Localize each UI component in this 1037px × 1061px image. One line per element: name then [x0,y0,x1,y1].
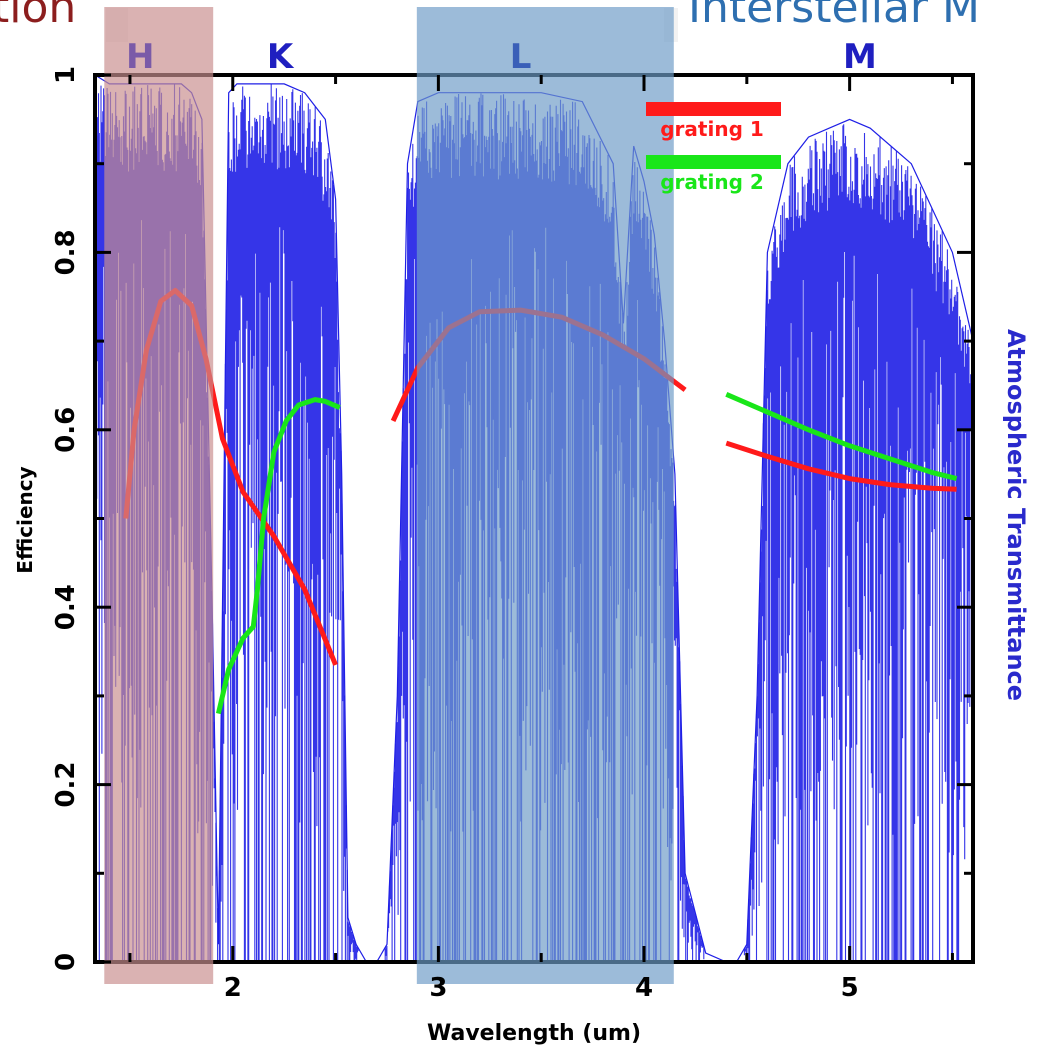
x-tick-label: 3 [429,973,447,1003]
legend-grating-1-label: grating 1 [660,117,764,141]
legend-grating-2-label: grating 2 [660,170,764,194]
band-box-h [104,7,214,984]
legend: grating 1 grating 2 [646,102,781,194]
band-box-l [416,7,674,984]
y-axis-label-right: Atmospheric Transmittance [1002,329,1030,701]
band-label-l: L [510,37,532,77]
slide-title-fragment-left: tion [0,0,77,33]
y-tick-label: 1 [51,66,81,84]
y-tick-label: 0.8 [51,229,81,275]
x-tick-label: 5 [841,973,859,1003]
grating-2-curve-segment-1 [215,397,341,715]
axis-ticks: 2 3 4 5 0 0.2 0.4 0.6 0.8 1 [51,66,973,1003]
y-tick-label: 0.2 [51,762,81,808]
y-tick-label: 0 [51,953,81,971]
band-label-k: K [267,37,295,77]
y-tick-label: 0.6 [51,407,81,453]
grating-1-curve-segment-3 [725,440,957,492]
grating-2-curve-segment-2 [725,392,958,482]
x-tick-label: 4 [635,973,653,1003]
y-tick-label: 0.4 [51,584,81,630]
band-shading [104,7,674,984]
y-axis-label-left: Efficiency [13,466,37,573]
legend-grating-2-swatch [646,155,781,169]
x-tick-label: 2 [224,973,242,1003]
x-axis-label: Wavelength (um) [427,1021,641,1046]
legend-grating-1-swatch [646,102,781,116]
band-label-m: M [843,37,877,77]
band-label-h: H [126,37,154,77]
slide-title-fragment-right: Interstellar M [688,0,980,33]
